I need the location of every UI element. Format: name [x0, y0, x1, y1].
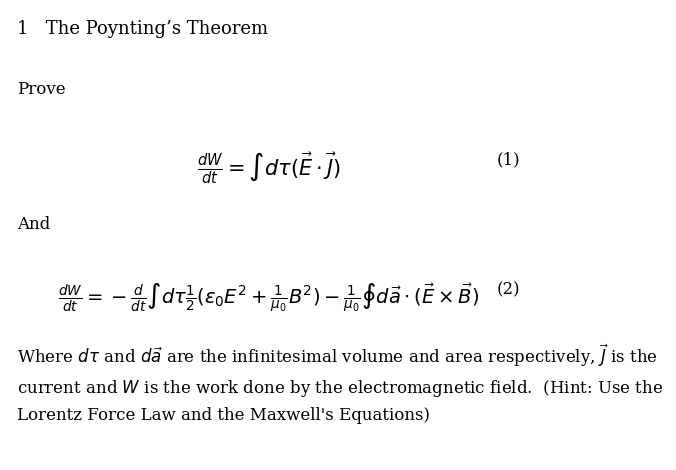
- Text: $\frac{dW}{dt} = \int d\tau(\vec{E} \cdot \vec{J})$: $\frac{dW}{dt} = \int d\tau(\vec{E} \cdo…: [197, 151, 341, 186]
- Text: (1): (1): [497, 151, 521, 168]
- Text: Prove: Prove: [18, 81, 66, 98]
- Text: And: And: [18, 216, 51, 233]
- Text: 1   The Poynting’s Theorem: 1 The Poynting’s Theorem: [18, 20, 268, 38]
- Text: Where $d\tau$ and $d\vec{a}$ are the infinitesimal volume and area respectively,: Where $d\tau$ and $d\vec{a}$ are the inf…: [18, 343, 664, 424]
- Text: (2): (2): [497, 282, 521, 299]
- Text: $\frac{dW}{dt} = -\frac{d}{dt}\int d\tau\frac{1}{2}(\epsilon_0 E^2 + \frac{1}{\m: $\frac{dW}{dt} = -\frac{d}{dt}\int d\tau…: [58, 282, 479, 315]
